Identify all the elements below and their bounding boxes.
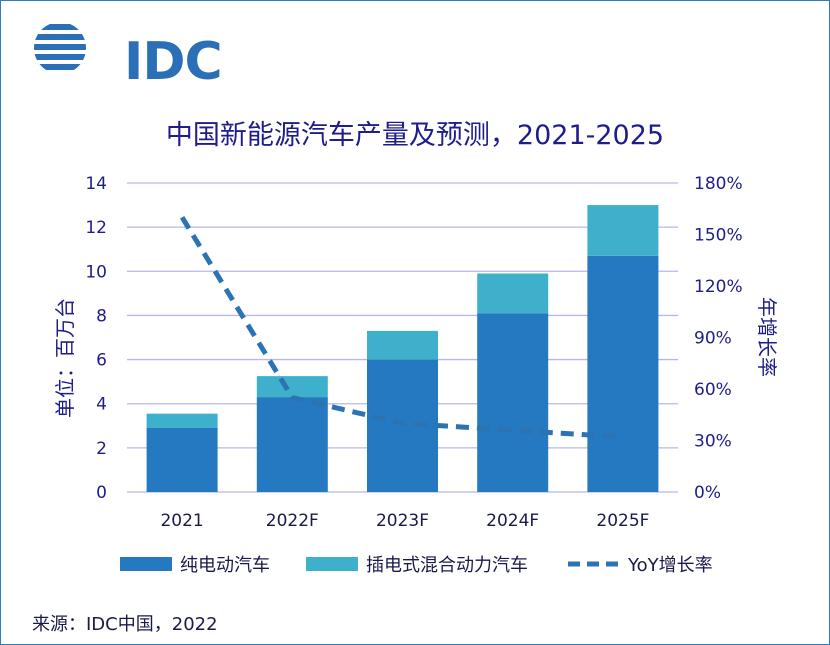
y2-tick-label: 0%: [694, 483, 721, 503]
legend-label-yoy: YoY增长率: [627, 555, 713, 576]
x-tick-label: 2024F: [486, 511, 539, 531]
y-axis-title: 单位：百万台: [53, 298, 77, 418]
bar-phev-2023F: [367, 330, 438, 360]
y-tick-label: 10: [85, 262, 107, 282]
idc-logo: IDC: [32, 20, 223, 90]
bar-bev-2024F: [477, 313, 549, 492]
bar-phev-2021: [146, 413, 218, 428]
legend-swatch-bev: [120, 557, 172, 571]
y2-tick-label: 60%: [694, 380, 732, 400]
bar-bev-2021: [146, 427, 218, 492]
bar-phev-2025F: [587, 205, 659, 256]
bar-bev-2022F: [256, 397, 328, 492]
y2-axis-title: 年增长率: [755, 297, 779, 377]
x-tick-label: 2022F: [266, 511, 319, 531]
x-tick-label: 2025F: [596, 511, 649, 531]
chart-title: 中国新能源汽车产量及预测，2021-2025: [165, 120, 665, 151]
legend-swatch-phev: [306, 557, 358, 571]
y2-tick-label: 90%: [694, 329, 732, 349]
bar-bev-2025F: [587, 255, 659, 492]
chart-svg: 0 2 4 6 8 10 12 14 0% 30% 60% 90% 120% 150% 180% 单位：百万台…: [53, 174, 779, 576]
logo-text: IDC: [124, 32, 223, 92]
bar-phev-2024F: [477, 273, 549, 314]
globe-icon: [34, 24, 86, 70]
y-tick-label: 12: [85, 218, 107, 238]
x-tick-label: 2023F: [376, 511, 429, 531]
y-tick-label: 8: [96, 306, 107, 326]
legend-label-bev: 纯电动汽车: [180, 555, 270, 576]
source-note: 来源：IDC中国，2022: [32, 614, 218, 635]
y2-tick-label: 120%: [694, 277, 743, 297]
y-tick-label: 4: [96, 395, 107, 415]
y-tick-label: 2: [96, 439, 107, 459]
y2-tick-label: 180%: [694, 174, 743, 194]
bar-phev-2022F: [256, 376, 328, 398]
y-tick-label: 14: [85, 174, 107, 194]
x-tick-label: 2021: [160, 511, 203, 531]
y2-tick-label: 30%: [694, 432, 732, 452]
legend-label-phev: 插电式混合动力汽车: [366, 555, 528, 576]
y-tick-label: 6: [96, 351, 107, 371]
y2-tick-label: 150%: [694, 226, 743, 246]
y-tick-label: 0: [96, 483, 107, 503]
